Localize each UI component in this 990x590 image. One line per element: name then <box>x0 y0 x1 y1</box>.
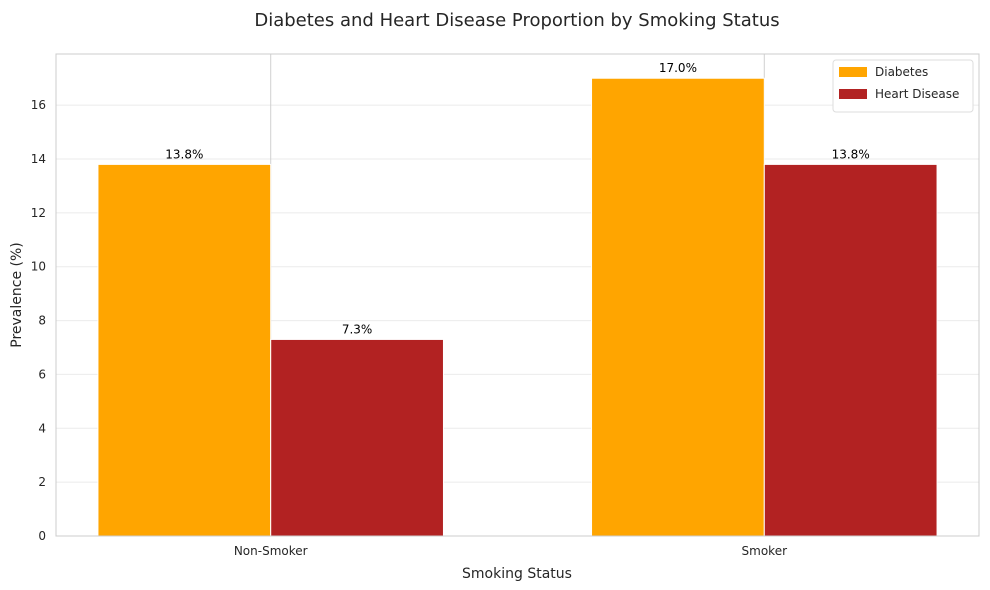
legend-label: Heart Disease <box>875 87 959 101</box>
y-tick-label: 12 <box>31 206 46 220</box>
y-tick-label: 6 <box>38 367 46 381</box>
data-label: 13.8% <box>165 147 203 161</box>
plot-frame <box>55 53 980 537</box>
bar-diabetes <box>97 163 272 537</box>
y-tick-label: 14 <box>31 152 46 166</box>
x-axis-label: Smoking Status <box>462 566 572 582</box>
legend-label: Diabetes <box>875 65 928 79</box>
data-label: 7.3% <box>342 322 373 336</box>
legend-swatch <box>839 89 867 99</box>
y-axis-label: Prevalence (%) <box>9 242 25 348</box>
legend: Diabetes Heart Disease <box>832 59 974 113</box>
bar-heart-disease <box>270 338 444 537</box>
data-label: 13.8% <box>832 147 870 161</box>
y-tick-label: 0 <box>38 529 46 543</box>
y-tick-label: 16 <box>31 98 46 112</box>
chart-title: Diabetes and Heart Disease Proportion by… <box>254 10 779 31</box>
y-tick-label: 8 <box>38 314 46 328</box>
y-tick-label: 2 <box>38 475 46 489</box>
bar-diabetes <box>591 77 765 537</box>
data-label: 17.0% <box>659 61 697 75</box>
y-tick-label: 4 <box>38 421 46 435</box>
y-tick-label: 10 <box>31 260 46 274</box>
legend-box <box>832 59 974 113</box>
legend-swatch <box>839 67 867 77</box>
x-tick-label: Smoker <box>742 544 788 558</box>
bar-heart-disease <box>763 163 938 537</box>
x-tick-label: Non-Smoker <box>234 544 308 558</box>
